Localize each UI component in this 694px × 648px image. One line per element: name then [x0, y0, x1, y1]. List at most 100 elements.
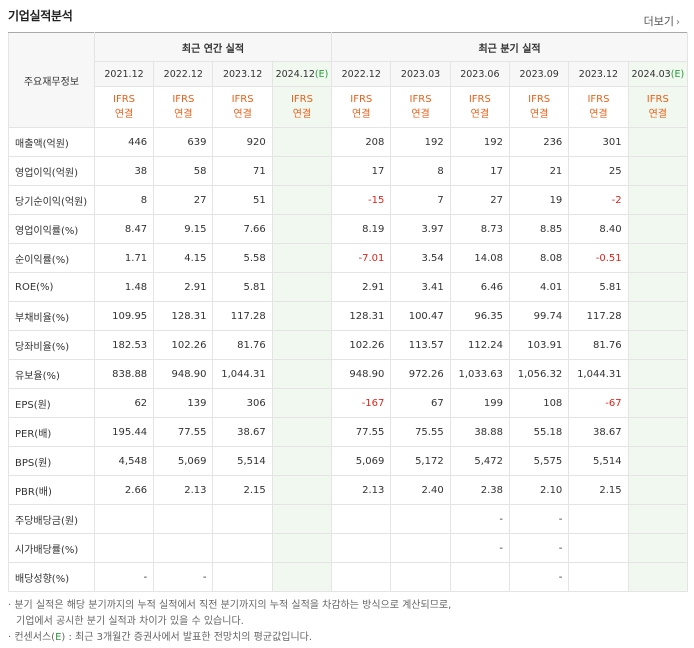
- quarter-value: 5,575: [508, 446, 570, 476]
- quarter-value: 199: [449, 388, 511, 418]
- gaap-consolidation: 연결: [648, 109, 667, 120]
- quarter-value: 8.19: [331, 214, 392, 244]
- row-label: ROE(%): [8, 272, 95, 302]
- quarter-value: [627, 475, 689, 505]
- quarter-value: [627, 533, 689, 563]
- quarter-value: [449, 562, 511, 592]
- quarter-value: [568, 533, 629, 563]
- quarter-value: 2.91: [331, 272, 392, 302]
- quarter-value: 8.40: [568, 214, 629, 244]
- gaap-standard: IFRS: [231, 94, 254, 105]
- annual-value: [93, 504, 155, 534]
- quarter-value: 81.76: [568, 330, 629, 360]
- table-row: 영업이익률(%) 8.47 9.15 7.66 8.19 3.97 8.73 8.85 8.40: [8, 214, 689, 244]
- gaap-consolidation: 연결: [114, 109, 134, 120]
- quarter-value: -7.01: [331, 243, 392, 273]
- gaap-standard: IFRS: [172, 94, 195, 105]
- quarter-value: -0.51: [568, 243, 629, 273]
- annual-value: [212, 533, 273, 563]
- quarter-value: [390, 562, 451, 592]
- quarter-value: 208: [331, 127, 392, 157]
- quarter-value: 236: [508, 127, 570, 157]
- quarter-value: 8.85: [508, 214, 570, 244]
- gaap-consolidation: 연결: [470, 109, 490, 120]
- quarter-value: 55.18: [508, 417, 570, 447]
- quarter-value: -: [449, 504, 511, 534]
- quarter-value: 17: [331, 156, 392, 186]
- quarter-value: -: [508, 562, 570, 592]
- footnote-3-e: E: [55, 632, 62, 643]
- quarter-value: [627, 272, 689, 302]
- quarter-value: -67: [568, 388, 629, 418]
- row-label: BPS(원): [8, 446, 95, 476]
- quarter-value: 3.97: [390, 214, 451, 244]
- more-label[interactable]: 더보기: [643, 15, 674, 28]
- quarter-group-header: 최근 분기 실적: [331, 32, 688, 62]
- annual-value: 117.28: [212, 301, 273, 331]
- gaap-consolidation: 연결: [174, 109, 193, 120]
- annual-value: 1.48: [93, 272, 155, 302]
- period-label: 2023.03: [400, 68, 441, 80]
- gaap-standard: IFRS: [528, 94, 551, 105]
- table-row: ROE(%) 1.48 2.91 5.81 2.91 3.41 6.46 4.01 5.81: [8, 272, 689, 302]
- annual-value: 1.71: [93, 243, 155, 273]
- annual-value: 102.26: [153, 330, 214, 360]
- annual-period-3: 2024.12(E): [271, 61, 333, 87]
- annual-value: [271, 533, 333, 563]
- row-label: EPS(원): [8, 388, 95, 418]
- annual-value: [271, 562, 333, 592]
- quarter-value: 2.15: [568, 475, 629, 505]
- annual-value: 2.66: [93, 475, 155, 505]
- quarter-value: 5,172: [390, 446, 451, 476]
- quarter-value: 3.54: [390, 243, 451, 273]
- annual-value: 8: [93, 185, 155, 215]
- gaap-label: IFRS 연결: [627, 86, 689, 128]
- quarter-value: 21: [508, 156, 570, 186]
- quarter-value: 301: [568, 127, 629, 157]
- annual-value: 77.55: [153, 417, 214, 447]
- row-label: PER(배): [8, 417, 95, 447]
- more-link[interactable]: 더보기 ›: [644, 13, 680, 29]
- gaap-label: IFRS 연결: [271, 86, 333, 128]
- annual-value: 139: [153, 388, 214, 418]
- gaap-standard: IFRS: [409, 94, 432, 105]
- gaap-standard: IFRS: [587, 94, 610, 105]
- gaap-label: IFRS 연결: [568, 86, 629, 128]
- quarter-value: -: [508, 533, 570, 563]
- quarter-value: 100.47: [390, 301, 451, 331]
- period-label: 2024.03: [631, 68, 671, 80]
- row-label: 순이익률(%): [8, 243, 95, 273]
- quarter-value: 14.08: [449, 243, 511, 273]
- quarter-value: [627, 301, 689, 331]
- quarter-value: -15: [331, 185, 392, 215]
- period-label: 2024.12: [275, 68, 315, 80]
- gaap-standard: IFRS: [646, 94, 669, 105]
- quarter-value: [627, 446, 689, 476]
- quarter-period-0: 2022.12: [331, 61, 392, 87]
- annual-value: 51: [212, 185, 273, 215]
- annual-value: 2.15: [212, 475, 273, 505]
- annual-value: 81.76: [212, 330, 273, 360]
- row-label: 유보율(%): [8, 359, 95, 389]
- table-row: BPS(원) 4,548 5,069 5,514 5,069 5,172 5,472 5,57…: [8, 446, 689, 476]
- annual-value: 38.67: [212, 417, 273, 447]
- quarter-value: 5,472: [449, 446, 511, 476]
- annual-value: 182.53: [93, 330, 155, 360]
- annual-value: 8.47: [93, 214, 155, 244]
- quarter-value: 2.13: [331, 475, 392, 505]
- gaap-label: IFRS 연결: [212, 86, 273, 128]
- annual-value: 5,514: [212, 446, 273, 476]
- period-label: 2023.09: [519, 68, 559, 80]
- quarter-value: 103.91: [508, 330, 570, 360]
- annual-value: -: [153, 562, 214, 592]
- quarter-value: 3.41: [390, 272, 451, 302]
- quarter-value: [568, 504, 629, 534]
- quarter-value: 128.31: [331, 301, 392, 331]
- annual-value: [271, 388, 333, 418]
- quarter-value: [627, 330, 689, 360]
- annual-period-1: 2022.12: [153, 61, 214, 87]
- quarter-value: -: [449, 533, 511, 563]
- corner-label: 주요재무정보: [8, 32, 95, 128]
- quarter-value: 1,056.32: [508, 359, 570, 389]
- quarter-value: 2.10: [508, 475, 570, 505]
